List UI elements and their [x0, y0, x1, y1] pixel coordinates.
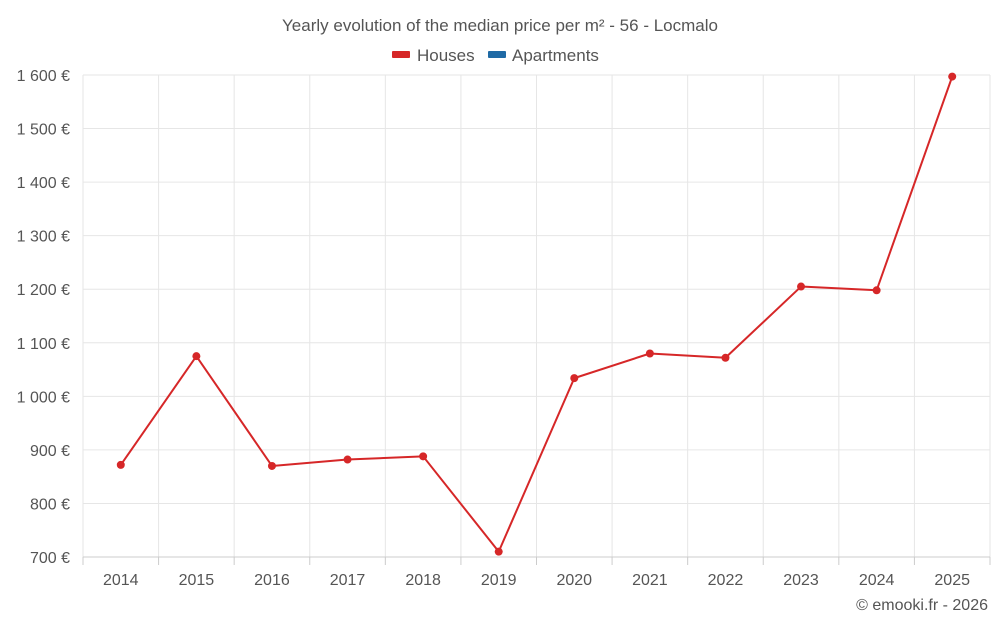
x-tick-label: 2014: [103, 572, 139, 589]
x-tick-label: 2016: [254, 572, 290, 589]
data-point[interactable]: [797, 282, 806, 291]
data-point[interactable]: [948, 72, 957, 81]
legend-swatch: [392, 51, 410, 58]
y-tick-label: 1 200 €: [17, 282, 70, 299]
data-point[interactable]: [494, 547, 503, 556]
y-axis-ticks: 700 € 800 € 900 € 1 000 € 1 100 € 1 200 € 1 30…: [17, 68, 70, 567]
chart-title: Yearly evolution of the median price per…: [282, 16, 718, 35]
x-tick-label: 2022: [708, 572, 744, 589]
data-point[interactable]: [721, 353, 730, 362]
legend-label: Apartments: [512, 46, 599, 65]
data-point[interactable]: [645, 349, 654, 358]
x-axis-ticks: 2014 2015 2016 2017 2018 2019 2020 2021 2022 2023…: [103, 572, 970, 589]
x-tick-label: 2023: [783, 572, 819, 589]
x-tick-label: 2025: [934, 572, 970, 589]
legend-item-houses[interactable]: Houses: [392, 46, 475, 65]
data-point[interactable]: [570, 374, 579, 383]
y-tick-label: 1 300 €: [17, 229, 70, 246]
y-tick-label: 1 100 €: [17, 336, 70, 353]
legend-label: Houses: [417, 46, 475, 65]
y-tick-label: 1 500 €: [17, 122, 70, 139]
y-tick-label: 900 €: [30, 443, 70, 460]
x-tick-label: 2018: [405, 572, 441, 589]
data-point[interactable]: [343, 455, 352, 464]
legend[interactable]: Houses Apartments: [392, 46, 599, 65]
y-tick-label: 700 €: [30, 550, 70, 567]
data-point[interactable]: [116, 460, 125, 469]
data-point[interactable]: [192, 352, 201, 361]
x-tick-label: 2020: [556, 572, 592, 589]
x-tick-label: 2024: [859, 572, 895, 589]
series-line-houses: [119, 76, 954, 553]
y-tick-label: 1 600 €: [17, 68, 70, 85]
data-point[interactable]: [419, 452, 428, 461]
x-tick-label: 2017: [330, 572, 366, 589]
series: [116, 72, 957, 556]
legend-swatch: [488, 51, 506, 58]
y-tick-label: 800 €: [30, 496, 70, 513]
y-tick-label: 1 000 €: [17, 389, 70, 406]
data-point[interactable]: [872, 286, 881, 295]
credit-text: © emooki.fr - 2026: [856, 597, 988, 614]
data-point[interactable]: [267, 461, 276, 470]
x-tick-label: 2019: [481, 572, 517, 589]
x-tick-label: 2015: [179, 572, 215, 589]
grid: [82, 74, 991, 565]
y-tick-label: 1 400 €: [17, 175, 70, 192]
x-tick-label: 2021: [632, 572, 668, 589]
legend-item-apartments[interactable]: Apartments: [488, 46, 599, 65]
